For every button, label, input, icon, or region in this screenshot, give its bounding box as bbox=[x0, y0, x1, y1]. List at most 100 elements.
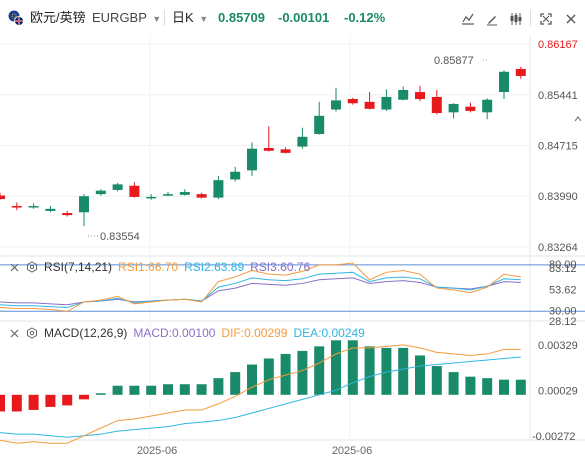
rsi2-value: RSI2:63.89 bbox=[184, 260, 245, 274]
dea-line bbox=[0, 356, 521, 438]
macd-bar bbox=[129, 385, 140, 395]
candle-body bbox=[482, 99, 493, 113]
candle-body bbox=[381, 96, 392, 110]
macd-bar bbox=[415, 355, 425, 395]
macd-axis-label: -0.00272 bbox=[532, 431, 575, 443]
candle-body bbox=[196, 194, 207, 198]
last-price: 0.85709 bbox=[218, 10, 265, 25]
candle-body bbox=[129, 185, 140, 197]
high-price-marker: 0.85877 bbox=[434, 55, 474, 67]
candle-body bbox=[179, 192, 190, 195]
rsi-axis-label: 30.00 bbox=[549, 305, 577, 317]
chevron-up-icon bbox=[574, 115, 582, 122]
close-icon bbox=[566, 14, 576, 24]
macd-bar bbox=[95, 393, 106, 395]
price-axis-label: 0.83264 bbox=[538, 242, 578, 254]
rsi1-line bbox=[0, 262, 521, 312]
rsi-header: RSI(7,14,21) RSI1:66.70 RSI2:63.89 RSI3:… bbox=[8, 259, 316, 275]
candle-body bbox=[398, 89, 409, 100]
macd-bar bbox=[364, 346, 375, 395]
candle-body bbox=[280, 149, 291, 153]
macd-axis-label: 0.00329 bbox=[538, 340, 578, 352]
rsi-axis-label: 28.12 bbox=[549, 316, 577, 328]
macd-value: MACD:0.00100 bbox=[133, 326, 216, 340]
macd-bar bbox=[62, 394, 73, 406]
candle-body bbox=[247, 148, 257, 171]
price-axis-label: 0.85441 bbox=[538, 90, 578, 102]
rsi3-value: RSI3:60.76 bbox=[250, 260, 311, 274]
candle-body bbox=[11, 206, 22, 208]
candle-body bbox=[230, 171, 241, 180]
macd-bar bbox=[431, 366, 442, 395]
candle-body bbox=[79, 196, 89, 213]
candle-body bbox=[28, 206, 39, 208]
candle-body bbox=[263, 147, 274, 151]
macd-bar bbox=[247, 364, 257, 395]
symbol-selector[interactable]: EURGBP ▼ bbox=[92, 10, 161, 27]
hide-macd-icon[interactable] bbox=[8, 327, 20, 339]
chevron-down-icon: ▼ bbox=[199, 14, 209, 24]
macd-bar bbox=[465, 376, 476, 395]
candle-settings-button[interactable] bbox=[506, 9, 526, 29]
macd-bar bbox=[0, 394, 5, 412]
chart-type-button[interactable] bbox=[458, 9, 478, 29]
candle-body bbox=[45, 208, 56, 211]
candle-body bbox=[0, 195, 5, 200]
macd-bar bbox=[146, 385, 157, 395]
candle-body bbox=[415, 92, 425, 100]
macd-bar bbox=[230, 372, 241, 395]
divider bbox=[530, 10, 531, 26]
rsi-axis-label: 53.62 bbox=[549, 284, 577, 296]
divider bbox=[164, 10, 165, 26]
candle-body bbox=[499, 71, 509, 93]
macd-header: MACD(12,26,9) MACD:0.00100 DIF:0.00299 D… bbox=[8, 325, 371, 341]
dif-value: DIF:0.00299 bbox=[221, 326, 288, 340]
macd-bar bbox=[179, 384, 190, 395]
candle-body bbox=[448, 103, 459, 113]
macd-bar bbox=[347, 340, 358, 395]
macd-bar bbox=[28, 394, 39, 410]
candle-body bbox=[465, 106, 476, 111]
period-label: 日K bbox=[172, 10, 194, 25]
macd-axis-label: 0.00029 bbox=[538, 385, 578, 397]
candle-body bbox=[297, 136, 308, 147]
chart-type-icon bbox=[462, 13, 474, 25]
rsi-axis-label: 80.00 bbox=[549, 259, 577, 271]
rsi-axis-label: 83.12 bbox=[549, 263, 577, 275]
macd-bar bbox=[448, 372, 459, 395]
symbol-code: EURGBP bbox=[92, 10, 147, 25]
close-button[interactable] bbox=[561, 9, 581, 29]
draw-button[interactable] bbox=[482, 9, 502, 29]
macd-bar bbox=[163, 384, 173, 395]
macd-bar bbox=[45, 394, 56, 407]
macd-bar bbox=[398, 347, 409, 395]
chart-header: 欧元/英镑 EURGBP ▼ 日K ▼ 0.85709 -0.00101 -0.… bbox=[0, 0, 585, 36]
price-axis-label: 0.83990 bbox=[538, 191, 578, 203]
time-axis-label: 2025-06 bbox=[137, 445, 177, 457]
macd-title: MACD(12,26,9) bbox=[44, 326, 128, 340]
candle-body bbox=[364, 101, 375, 109]
candle-body bbox=[314, 115, 325, 134]
macd-bar bbox=[381, 347, 392, 395]
rsi-settings-icon[interactable] bbox=[26, 261, 38, 273]
expand-right-panel-button[interactable] bbox=[572, 112, 584, 126]
macd-bar bbox=[331, 340, 341, 395]
macd-bar bbox=[280, 353, 291, 395]
macd-settings-icon[interactable] bbox=[26, 327, 38, 339]
rsi-title: RSI(7,14,21) bbox=[44, 260, 113, 274]
macd-bar bbox=[263, 358, 274, 395]
pair-name: 欧元/英镑 bbox=[30, 10, 86, 25]
period-selector[interactable]: 日K ▼ bbox=[172, 10, 208, 27]
fullscreen-button[interactable] bbox=[536, 9, 556, 29]
macd-bar bbox=[79, 394, 89, 400]
macd-bar bbox=[297, 350, 308, 395]
hide-rsi-icon[interactable] bbox=[8, 261, 20, 273]
price-change-percent: -0.12% bbox=[344, 10, 386, 25]
rsi1-value: RSI1:66.70 bbox=[118, 260, 179, 274]
candle-body bbox=[146, 196, 157, 199]
candle-body bbox=[347, 99, 358, 104]
macd-bar bbox=[213, 378, 224, 395]
candle-body bbox=[62, 213, 73, 216]
rsi3-line bbox=[0, 277, 521, 306]
